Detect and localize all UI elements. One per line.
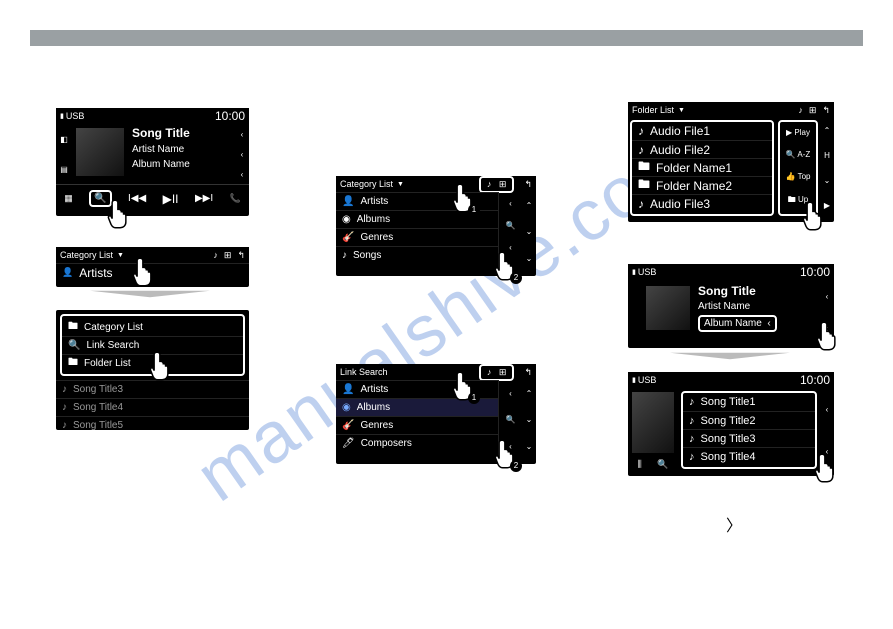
play-pause-button[interactable]: ▶II [163,192,179,206]
popup-song3[interactable]: ♪Song Title3 [683,429,815,447]
left-sidebar: ◧▤ [56,124,72,184]
transport-bar: ▦ 🔍 I◀◀ ▶II ▶▶I 📞 [56,184,249,212]
popup-songs-screen: ▮ USB 10:00 ⫼ 🔍 ♪Song Title1 ♪Song Title… [628,372,834,476]
folder-item-2[interactable]: ♪Audio File2 [632,140,772,158]
source-label: USB [638,375,657,385]
folder-item-1[interactable]: ♪Audio File1 [632,122,772,140]
note-icon: ♪ [798,105,803,115]
right-sidebar: ‹‹‹ [235,124,249,184]
catlist-title: Category List [60,250,113,260]
link-genres[interactable]: 🎸Genres [336,416,498,434]
film-icon: ⊞ [809,105,817,116]
filter-tabs[interactable]: ♪ ⊞ [479,364,515,381]
player2-screen: ▮ USB 10:00 Song Title Artist Name Album… [628,264,834,348]
next-button[interactable]: ▶▶I [195,193,213,204]
link-albums[interactable]: ◉Albums [336,398,498,416]
artist-name: Artist Name [698,301,816,312]
folder-icon: 🖿 [68,355,78,372]
album-name[interactable]: Album Name ‹ [698,315,777,332]
folder-icon: 🖿 [68,319,78,336]
dim-song3: ♪Song Title3 [56,380,249,398]
search-icon: 🔍 [68,340,80,351]
catlist-header-screen: Category List ▼ ♪ ⊞ ↰ 👤 Artists [56,247,249,287]
film-icon: ⊞ [224,250,232,261]
prev-button[interactable]: I◀◀ [128,193,146,204]
popup-song4[interactable]: ♪Song Title4 [683,447,815,465]
back-icon[interactable]: ↰ [822,105,830,116]
filter-tabs[interactable]: ♪ ⊞ [479,176,515,193]
side-up[interactable]: 🖿 Up [780,194,816,208]
cat-albums[interactable]: ◉Albums [336,210,498,228]
search-icon[interactable]: 🔍 [657,459,668,470]
grid-icon[interactable]: ▦ [64,193,73,204]
source-label: USB [66,111,85,121]
dim-song4: ♪Song Title4 [56,398,249,416]
artist-name: Artist Name [132,144,231,155]
person-icon: 👤 [62,267,73,278]
link-title: Link Search [340,367,388,377]
album-art [76,128,124,176]
link-artists[interactable]: 👤Artists [336,380,498,398]
equalizer-icon[interactable]: ⫼ [638,459,642,470]
side-play[interactable]: ▶ Play [780,128,816,137]
search-icon[interactable]: 🔍 [89,190,111,207]
folder-item-3[interactable]: 🖿Folder Name1 [632,158,772,176]
folder-item-4[interactable]: 🖿Folder Name2 [632,176,772,194]
link-composers[interactable]: 🖊Composers [336,434,498,452]
chevron-down-icon [670,353,790,359]
right-scroll: ‹🔍‹ [498,380,522,460]
usb-icon: ▮ [60,112,64,120]
note-icon: ♪ [213,250,218,260]
side-top[interactable]: 👍 Top [780,172,816,181]
catlist2-title: Category List [340,179,393,189]
phone-icon[interactable]: 📞 [230,193,241,204]
cat-genres[interactable]: 🎸Genres [336,228,498,246]
album-art [632,392,674,453]
folder-item-5[interactable]: ♪Audio File3 [632,194,772,212]
right-scroll: ‹🔍‹ [498,192,522,272]
category-list-screen: Category List ▼ ♪ ⊞ ↰ 👤Artists ◉Albums 🎸… [336,176,536,276]
back-icon[interactable]: ↰ [524,179,532,190]
back-icon[interactable]: ↰ [237,250,245,261]
album-name: Album Name [132,159,231,170]
chevron-down-icon [90,291,210,297]
artists-label: Artists [79,266,243,280]
source-label: USB [638,267,657,277]
continued-indicator: 〉 [726,512,742,536]
album-art [646,286,690,330]
clock: 10:00 [800,373,830,387]
menu-screen: 🖿 Category List 🔍 Link Search 🖿 Folder L… [56,310,249,430]
menu-category-list[interactable]: 🖿 Category List [62,318,243,336]
catlist-artists-row[interactable]: 👤 Artists [56,263,249,281]
side-az[interactable]: 🔍 A-Z [780,150,816,159]
back-icon[interactable]: ↰ [524,367,532,378]
link-search-screen: Link Search ♪ ⊞ ↰ 👤Artists ◉Albums 🎸Genr… [336,364,536,464]
song-title: Song Title [132,126,231,140]
cat-songs[interactable]: ♪Songs [336,246,498,264]
dim-song5: ♪Song Title5 [56,416,249,434]
popup-song1[interactable]: ♪Song Title1 [683,393,815,411]
popup-song2[interactable]: ♪Song Title2 [683,411,815,429]
page-header-bar [30,30,863,46]
cat-artists[interactable]: 👤Artists [336,192,498,210]
clock: 10:00 [215,109,245,123]
menu-link-search[interactable]: 🔍 Link Search [62,336,243,354]
song-title: Song Title [698,284,816,298]
clock: 10:00 [800,265,830,279]
menu-folder-list[interactable]: 🖿 Folder List [62,354,243,372]
folder-list-screen: Folder List ▼ ♪ ⊞ ↰ ♪Audio File1 ♪Audio … [628,102,834,222]
player-screen: ▮ USB 10:00 ◧▤ Song Title Artist Name Al… [56,108,249,216]
folder-title: Folder List [632,105,674,115]
